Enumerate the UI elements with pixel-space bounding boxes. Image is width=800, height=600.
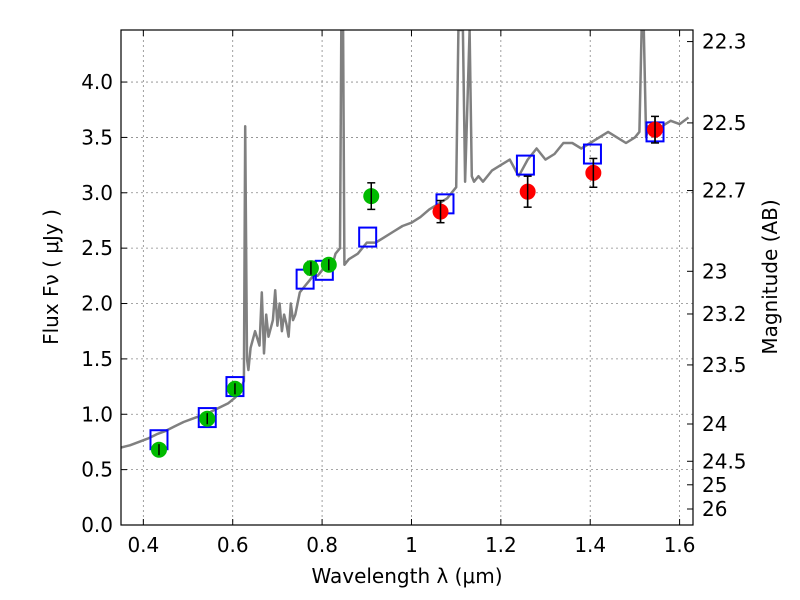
y-tick-label: 2.0 [81,292,113,316]
x-tick-label: 0.4 [127,533,159,557]
model-photometry-square [197,407,217,429]
y2-tick-label: 26 [702,497,727,521]
y2-tick-label: 23.5 [702,353,747,377]
x-tick-label: 1 [405,533,418,557]
y-tick-label: 0.5 [81,458,113,482]
y2-tick-label: 24 [702,412,727,436]
model-photometry-square [582,143,602,165]
x-tick-label: 1.4 [574,533,606,557]
y-tick-label: 0.0 [81,513,113,537]
y2-tick-label: 22.5 [702,111,747,135]
points-layer [149,115,665,458]
spectrum-line [121,30,690,449]
x-tick-label: 0.6 [217,533,249,557]
y2-tick-label: 23.2 [702,302,747,326]
y2-axis-label: Magnitude (AB) [758,199,782,354]
plot-background [121,30,693,525]
model-photometry-square [358,226,378,248]
y-tick-label: 1.5 [81,347,113,371]
y-tick-label: 2.5 [81,236,113,260]
plot-frame [120,29,694,526]
y2-tick-label: 23 [702,259,727,283]
y-tick-label: 3.0 [81,181,113,205]
y2-tick-label: 24.5 [702,449,747,473]
y-tick-label: 1.0 [81,402,113,426]
y-tick-label: 3.5 [81,125,113,149]
y2-tick-label: 22.3 [702,30,747,54]
y2-tick-label: 25 [702,473,727,497]
y-tick-label: 4.0 [81,70,113,94]
x-tick-label: 1.2 [485,533,517,557]
model-photometry-square [515,154,535,176]
y-axis-label: Flux Fν ( μJy ) [39,209,63,345]
x-tick-label: 0.8 [306,533,338,557]
x-axis-label: Wavelength λ (μm) [311,564,502,588]
data-layer [121,30,690,449]
x-tick-label: 1.6 [664,533,696,557]
axes: 0.4 0.6 0.8 1 1.2 1.4 1.6 0.0 0.5 1.0 1.5 2.0 2.5 3.0… [81,30,746,557]
y2-tick-label: 22.7 [702,179,747,203]
